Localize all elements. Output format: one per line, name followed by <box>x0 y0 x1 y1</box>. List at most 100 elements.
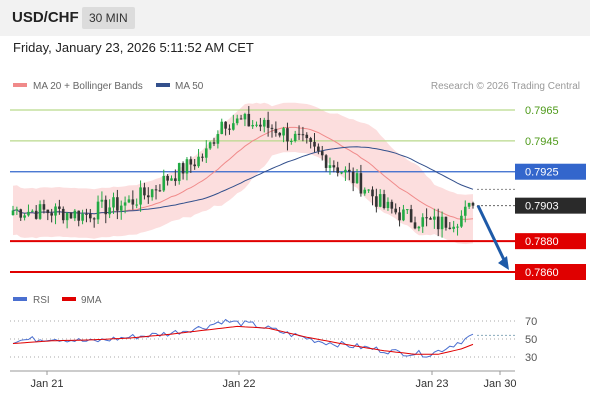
candle-down <box>212 142 216 144</box>
candle-down <box>266 119 270 128</box>
support-label-box <box>515 264 586 280</box>
candle-down <box>116 197 119 211</box>
bollinger-band-area <box>13 102 473 245</box>
rsi-ma-line <box>12 325 474 355</box>
candle-up <box>127 199 131 203</box>
rsi-panel: 70 50 30 <box>10 316 537 364</box>
candle-up <box>402 209 405 221</box>
candle-down <box>371 189 374 197</box>
bollinger-bands <box>13 102 473 245</box>
candle-up <box>123 202 127 206</box>
rsi-tick-label: 30 <box>525 352 537 364</box>
candle-up <box>170 178 173 181</box>
candle-down <box>42 204 46 210</box>
ma50-legend-label: MA 50 <box>175 81 204 92</box>
candle-up <box>452 226 455 229</box>
candle-down <box>351 171 355 184</box>
candle-up <box>100 199 104 202</box>
candle-down <box>239 118 243 120</box>
candle-up <box>243 113 247 120</box>
candle-up <box>328 165 332 168</box>
candle-up <box>96 201 100 220</box>
chart-datetime: Friday, January 23, 2026 5:11:52 AM CET <box>13 40 254 55</box>
candle-up <box>38 204 42 219</box>
candle-down <box>247 113 251 127</box>
x-tick-label: Jan 22 <box>222 378 255 390</box>
candle-down <box>69 212 73 219</box>
candle-down <box>146 195 150 198</box>
moving-averages <box>12 126 474 220</box>
x-tick-label: Jan 30 <box>483 378 516 390</box>
candle-down <box>394 208 397 213</box>
candle-up <box>81 213 84 221</box>
candle-up <box>11 210 15 216</box>
candle-down <box>301 134 305 136</box>
candle-down <box>390 201 394 209</box>
forecast-arrow-shaft <box>476 205 508 265</box>
candle-up <box>235 118 239 124</box>
candle-up <box>216 134 220 144</box>
candle-down <box>270 127 274 129</box>
candle-down <box>309 138 312 142</box>
candle-down <box>444 216 448 228</box>
support-label-box <box>515 233 586 250</box>
candle-up <box>405 209 409 211</box>
candle-down <box>193 164 196 167</box>
candle-down <box>413 222 417 229</box>
ma50-legend-swatch <box>156 83 170 87</box>
candle-down <box>34 210 38 219</box>
candle-down <box>201 156 204 158</box>
candle-up <box>108 207 111 215</box>
candle-up <box>251 125 254 127</box>
x-tick-label: Jan 21 <box>30 378 63 390</box>
candle-down <box>382 194 386 209</box>
candle-down <box>278 132 282 136</box>
candle-up <box>255 124 258 126</box>
timeframe-badge[interactable]: 30 MIN <box>82 7 135 29</box>
candle-up <box>220 121 224 135</box>
resistance-label: 0.7945 <box>525 136 559 148</box>
rsi-legend-swatch <box>13 297 27 301</box>
candle-down <box>189 159 193 165</box>
candle-up <box>262 119 266 127</box>
candle-up <box>421 217 425 227</box>
last-price-box <box>515 197 586 214</box>
candle-up <box>293 133 297 141</box>
candle-down <box>448 227 452 229</box>
candle-up <box>386 201 390 209</box>
instrument-title: USD/CHF <box>12 9 79 26</box>
candle-down <box>50 213 53 216</box>
candle-down <box>332 165 336 168</box>
x-tick-label: Jan 23 <box>415 378 448 390</box>
forecast-arrow-head <box>498 256 509 270</box>
candle-down <box>436 216 440 230</box>
candle-up <box>232 123 235 130</box>
ma20-legend-swatch <box>13 83 27 87</box>
candle-down <box>274 128 278 133</box>
ma20-legend-label: MA 20 + Bollinger Bands <box>33 81 143 92</box>
rsi-legend: RSI 9MA <box>13 295 102 306</box>
candle-up <box>363 189 367 194</box>
x-axis: Jan 21 Jan 22 Jan 23 Jan 30 <box>30 371 517 390</box>
candle-up <box>73 210 77 219</box>
pivot-label: 0.7925 <box>525 167 559 179</box>
resistance-label: 0.7965 <box>525 105 559 117</box>
candle-down <box>324 155 328 168</box>
candle-up <box>139 187 142 205</box>
candle-up <box>185 159 189 174</box>
rsi-legend-label: RSI <box>33 295 50 306</box>
candle-down <box>158 190 162 192</box>
candle-up <box>456 226 459 228</box>
candle-down <box>181 163 185 174</box>
candle-up <box>177 163 181 182</box>
support-label: 0.7860 <box>525 267 559 279</box>
candle-down <box>46 209 50 214</box>
candle-down <box>19 209 23 218</box>
candle-down <box>317 146 320 152</box>
candle-up <box>467 202 471 207</box>
candle-down <box>166 175 169 181</box>
candle-up <box>119 205 123 211</box>
candle-up <box>208 142 212 149</box>
candle-up <box>340 172 343 174</box>
price-legend: MA 20 + Bollinger Bands MA 50 Research ©… <box>13 81 580 92</box>
